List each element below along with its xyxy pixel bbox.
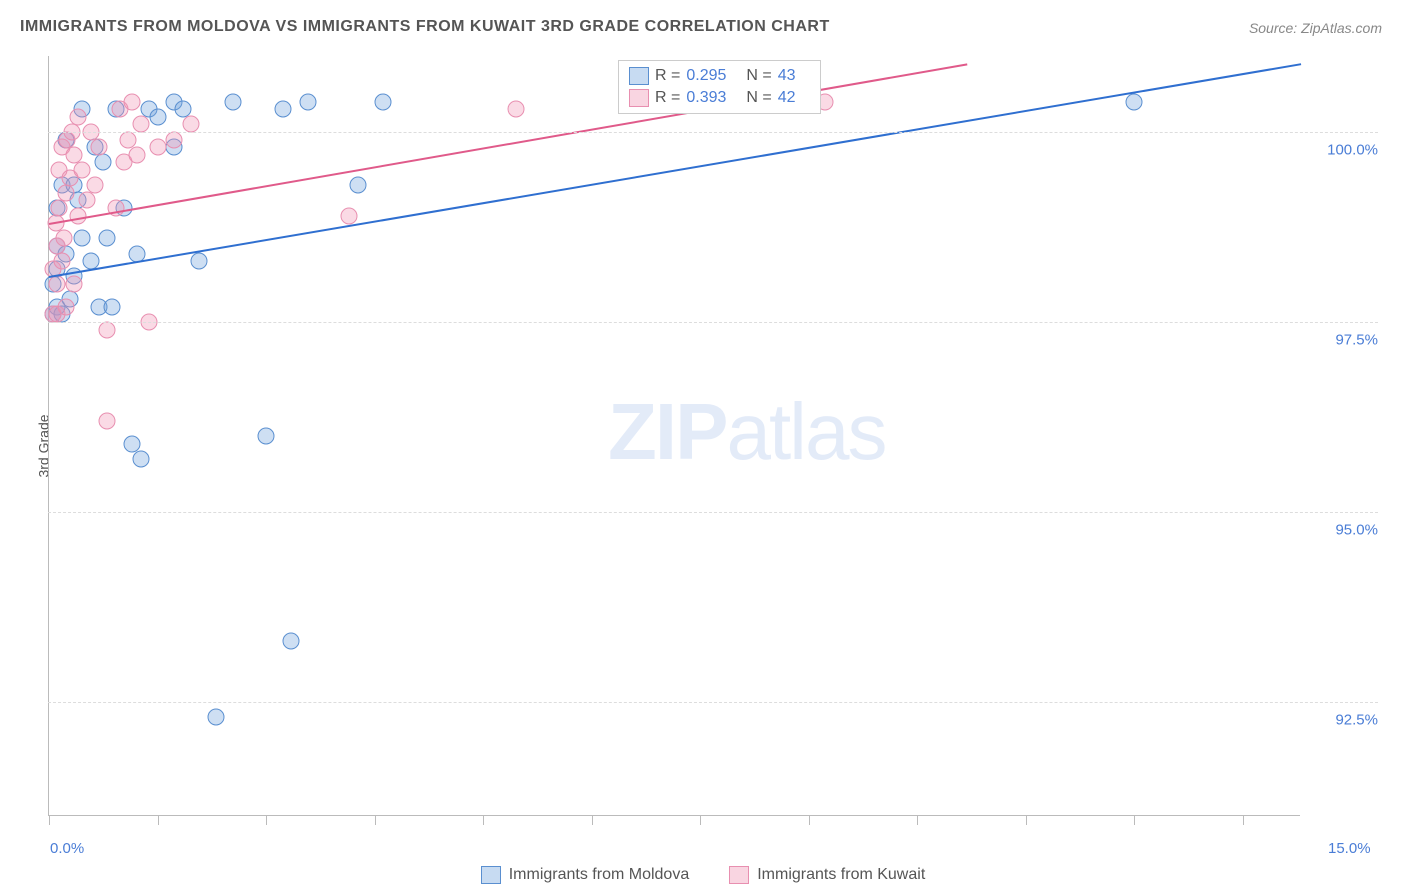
x-tick xyxy=(158,815,159,825)
legend-r-value: 0.393 xyxy=(686,89,726,107)
x-tick-label: 0.0% xyxy=(50,840,84,857)
data-point xyxy=(103,298,120,315)
legend-r-label: R = xyxy=(655,67,680,85)
data-point xyxy=(274,101,291,118)
x-tick xyxy=(809,815,810,825)
data-point xyxy=(91,139,108,156)
data-point xyxy=(95,154,112,171)
x-tick xyxy=(266,815,267,825)
data-point xyxy=(74,230,91,247)
data-point xyxy=(182,116,199,133)
legend-row: R = 0.393 N = 42 xyxy=(629,87,810,109)
legend-series-name: Immigrants from Kuwait xyxy=(757,866,925,884)
data-point xyxy=(86,177,103,194)
legend-swatch xyxy=(629,67,649,85)
legend-r-label: R = xyxy=(655,89,680,107)
legend-swatch xyxy=(629,89,649,107)
x-tick xyxy=(700,815,701,825)
data-point xyxy=(1126,93,1143,110)
data-point xyxy=(124,93,141,110)
legend-swatch xyxy=(481,866,501,884)
legend-n-label: N = xyxy=(746,89,771,107)
data-point xyxy=(57,298,74,315)
x-tick xyxy=(1134,815,1135,825)
data-point xyxy=(224,93,241,110)
y-tick-label: 92.5% xyxy=(1335,712,1378,729)
gridline xyxy=(48,702,1378,703)
x-tick xyxy=(592,815,593,825)
gridline xyxy=(48,132,1378,133)
data-point xyxy=(207,709,224,726)
data-point xyxy=(57,184,74,201)
data-point xyxy=(258,428,275,445)
data-point xyxy=(53,253,70,270)
data-point xyxy=(99,230,116,247)
x-tick xyxy=(1243,815,1244,825)
gridline xyxy=(48,322,1378,323)
data-point xyxy=(99,412,116,429)
data-point xyxy=(349,177,366,194)
gridline xyxy=(48,512,1378,513)
plot-area: ZIPatlas R = 0.295N = 43R = 0.393N = 42 … xyxy=(48,56,1378,816)
data-point xyxy=(74,162,91,179)
y-tick-label: 100.0% xyxy=(1327,142,1378,159)
chart-title: IMMIGRANTS FROM MOLDOVA VS IMMIGRANTS FR… xyxy=(20,18,830,36)
x-tick xyxy=(49,815,50,825)
x-tick xyxy=(1026,815,1027,825)
data-point xyxy=(283,633,300,650)
y-tick-label: 97.5% xyxy=(1335,332,1378,349)
data-point xyxy=(132,450,149,467)
x-tick xyxy=(375,815,376,825)
legend-swatch xyxy=(729,866,749,884)
data-point xyxy=(149,108,166,125)
legend-n-value: 42 xyxy=(778,89,796,107)
data-point xyxy=(78,192,95,209)
legend-r-value: 0.295 xyxy=(686,67,726,85)
data-point xyxy=(374,93,391,110)
data-point xyxy=(49,276,66,293)
data-point xyxy=(149,139,166,156)
data-point xyxy=(508,101,525,118)
data-point xyxy=(70,207,87,224)
source-attribution: Source: ZipAtlas.com xyxy=(1249,20,1382,36)
data-point xyxy=(99,321,116,338)
series-legend: Immigrants from Moldova Immigrants from K… xyxy=(0,866,1406,884)
x-tick-label: 15.0% xyxy=(1328,840,1371,857)
data-point xyxy=(299,93,316,110)
data-point xyxy=(341,207,358,224)
x-tick xyxy=(917,815,918,825)
data-point xyxy=(166,131,183,148)
data-point xyxy=(51,200,68,217)
legend-bottom-item: Immigrants from Moldova xyxy=(481,866,690,884)
data-point xyxy=(191,253,208,270)
x-tick xyxy=(483,815,484,825)
correlation-legend: R = 0.295 N = 43 R = 0.393 N = 42 xyxy=(618,60,821,114)
legend-bottom-item: Immigrants from Kuwait xyxy=(729,866,925,884)
data-point xyxy=(128,146,145,163)
legend-n-value: 43 xyxy=(778,67,796,85)
data-point xyxy=(66,276,83,293)
legend-n-label: N = xyxy=(746,67,771,85)
data-point xyxy=(132,116,149,133)
y-tick-label: 95.0% xyxy=(1335,522,1378,539)
data-point xyxy=(70,108,87,125)
legend-series-name: Immigrants from Moldova xyxy=(509,866,690,884)
legend-row: R = 0.295 N = 43 xyxy=(629,65,810,87)
data-point xyxy=(56,230,73,247)
